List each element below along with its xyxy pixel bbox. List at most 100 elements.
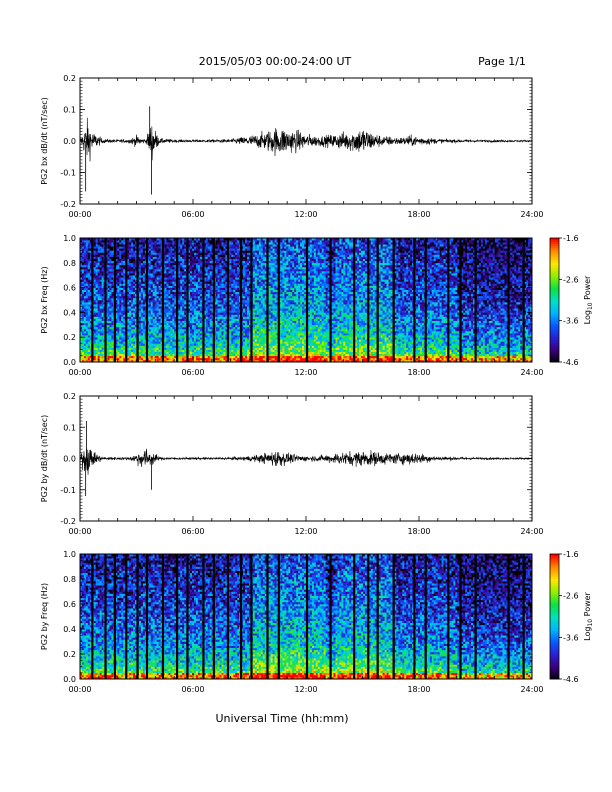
data-gap-stripe [459,238,461,362]
y-tick-label: 0.2 [63,74,76,83]
data-gap-stripe [507,554,509,679]
data-gap-stripe [393,554,395,679]
x-tick-label: 06:00 [181,210,204,219]
data-gap-stripe [425,238,427,362]
colorbar-tick-label: -3.6 [563,633,579,642]
y-tick-label: 0.0 [63,137,76,146]
data-gap-stripe [250,554,252,679]
y-axis-label: PG2 by Freq (Hz) [40,583,49,650]
data-gap-stripe [202,554,204,679]
colorbar-label: Log10 Power [583,275,594,324]
data-gap-stripe [266,238,268,362]
y-tick-label: -0.2 [60,200,76,209]
data-gap-stripe [227,238,229,362]
data-gap-stripe [240,238,242,362]
x-tick-label: 24:00 [520,368,543,377]
x-tick-label: 00:00 [68,527,91,536]
x-tick-label: 12:00 [294,210,317,219]
data-gap-stripe [393,238,395,362]
data-gap-stripe [213,238,215,362]
x-tick-label: 00:00 [68,685,91,694]
y-axis-label: PG2 bx dB/dt (nT/sec) [40,97,49,184]
bx-dbdt-panel: 00:00 06:00 12:00 18:00 24:00-0.2-0.10.00.10… [40,74,544,219]
data-gap-stripe [176,238,178,362]
data-gap-stripe [459,554,461,679]
y-tick-label: 0.2 [63,392,76,401]
data-gap-stripe [114,554,116,679]
data-gap-stripe [162,238,164,362]
data-gap-stripe [306,554,308,679]
x-axis-label: Universal Time (hh:mm) [216,712,349,725]
y-tick-label: 0.0 [63,358,76,367]
x-tick-label: 06:00 [181,527,204,536]
data-gap-stripe [91,238,93,362]
data-gap-stripe [413,238,415,362]
data-gap-stripe [240,554,242,679]
data-gap-stripe [136,238,138,362]
y-tick-label: -0.2 [60,517,76,526]
data-gap-stripe [114,238,116,362]
y-tick-label: 0.1 [63,423,76,432]
x-tick-label: 00:00 [68,210,91,219]
y-tick-label: -0.1 [60,486,76,495]
x-tick-label: 06:00 [181,368,204,377]
colorbar: -1.6 -2.6 -3.6 -4.6 Log10 Power [550,234,594,367]
data-gap-stripe [250,238,252,362]
data-gap-stripe [125,554,127,679]
y-tick-label: 0.6 [63,600,76,609]
data-gap-stripe [377,554,379,679]
y-tick-label: 1.0 [63,550,76,559]
y-tick-label: 0.1 [63,106,76,115]
x-tick-label: 18:00 [407,368,430,377]
dbdt-trace [80,118,532,162]
data-gap-stripe [136,554,138,679]
x-tick-label: 18:00 [407,527,430,536]
data-gap-stripe [353,238,355,362]
y-tick-label: -0.1 [60,169,76,178]
colorbar-tick-label: -2.6 [563,592,579,601]
data-gap-stripe [202,238,204,362]
y-tick-label: 0.4 [63,308,76,317]
data-gap-stripe [329,554,331,679]
data-gap-stripe [523,554,525,679]
data-gap-stripe [186,554,188,679]
x-tick-label: 12:00 [294,368,317,377]
data-gap-stripe [278,238,280,362]
data-gap-stripe [266,554,268,679]
data-gap-stripe [507,238,509,362]
data-gap-stripe [377,238,379,362]
colorbar-tick-label: -1.6 [563,234,579,243]
dbdt-trace [80,449,532,475]
x-tick-label: 24:00 [520,685,543,694]
colorbar-tick-label: -3.6 [563,317,579,326]
y-tick-label: 0.0 [63,455,76,464]
colorbar-tick-label: -2.6 [563,275,579,284]
colorbar-tick-label: -1.6 [563,550,579,559]
y-tick-label: 0.4 [63,625,76,634]
colorbar-tick-label: -4.6 [563,358,579,367]
y-axis-label: PG2 bx Freq (Hz) [40,266,49,333]
data-gap-stripe [213,554,215,679]
x-tick-label: 24:00 [520,210,543,219]
data-gap-stripe [104,554,106,679]
data-gap-stripe [329,238,331,362]
data-gap-stripe [353,554,355,679]
data-gap-stripe [475,238,477,362]
y-tick-label: 0.0 [63,675,76,684]
data-gap-stripe [278,554,280,679]
data-gap-stripe [125,238,127,362]
data-gap-stripe [186,238,188,362]
x-tick-label: 06:00 [181,685,204,694]
data-gap-stripe [91,554,93,679]
x-tick-label: 24:00 [520,527,543,536]
data-gap-stripe [413,554,415,679]
data-gap-stripe [306,238,308,362]
by-dbdt-panel: 00:00 06:00 12:00 18:00 24:00-0.2-0.10.00.10… [40,392,544,536]
data-gap-stripe [176,554,178,679]
x-tick-label: 12:00 [294,685,317,694]
colorbar-tick-label: -4.6 [563,675,579,684]
